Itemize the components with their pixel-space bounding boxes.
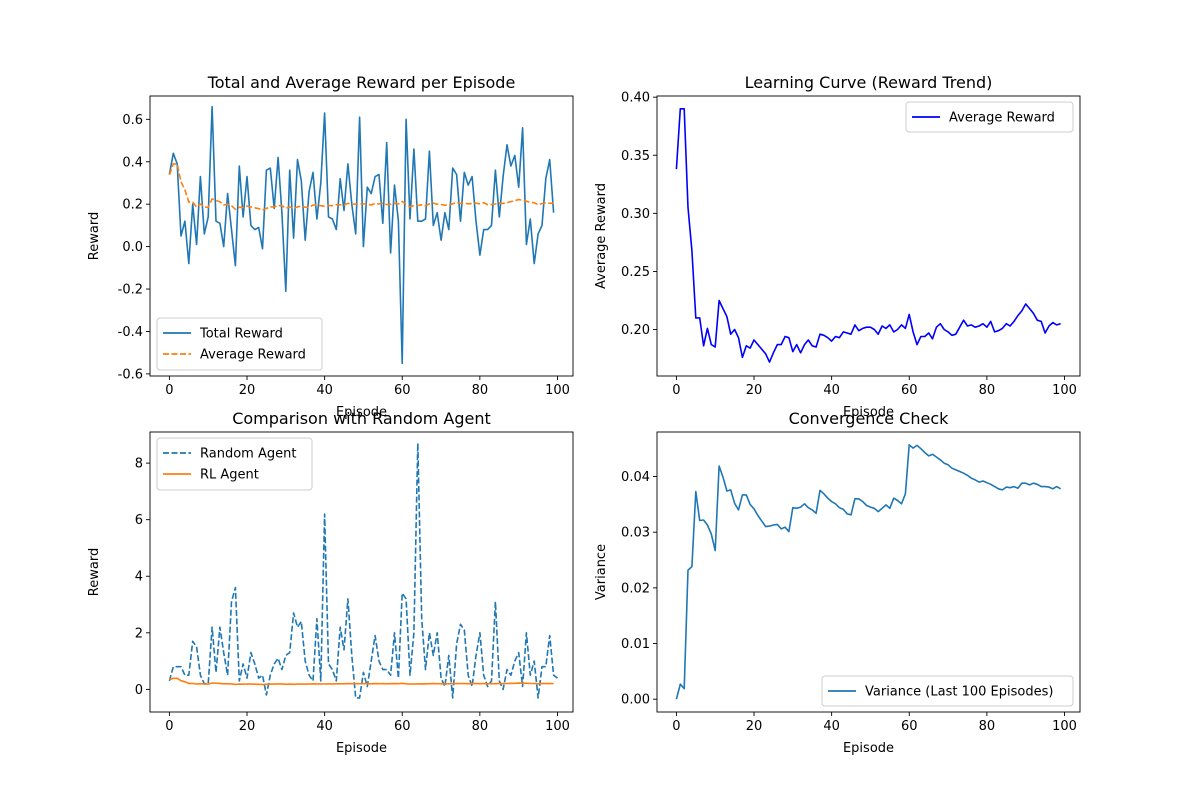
y-tick-label: 0.20 <box>621 323 650 338</box>
subplot-1: Total and Average Reward per Episode 0 20 4… <box>87 73 574 420</box>
x-tick-label: 80 <box>979 383 996 398</box>
chart-title: Convergence Check <box>789 409 950 428</box>
x-tick-label: 0 <box>672 383 680 398</box>
y-tick-label: 0.6 <box>122 113 143 128</box>
x-tick-label: 0 <box>165 719 173 734</box>
legend-label: Total Reward <box>199 327 283 342</box>
x-tick-label: 60 <box>901 719 918 734</box>
series-line-average-reward <box>675 108 1061 363</box>
legend-label: Average Reward <box>200 348 306 363</box>
x-tick-label: 80 <box>472 383 489 398</box>
x-tick-label: 20 <box>239 383 256 398</box>
legend-label: Average Reward <box>949 111 1055 126</box>
chart-title: Total and Average Reward per Episode <box>207 73 516 92</box>
x-axis-label: Episode <box>336 405 387 420</box>
y-tick-label: 0.00 <box>621 693 650 708</box>
legend: Variance (Last 100 Episodes) <box>821 675 1074 707</box>
x-axis-label: Episode <box>843 405 894 420</box>
x-axis-label: Episode <box>336 741 387 756</box>
y-tick-label: 0.35 <box>621 149 650 164</box>
y-tick-label: -0.2 <box>118 283 143 298</box>
legend-label: RL Agent <box>200 468 259 483</box>
legend-box <box>905 101 1074 133</box>
legend: Total Reward Average Reward <box>156 317 323 371</box>
x-tick-label: 100 <box>545 383 570 398</box>
series-line-rl-agent <box>169 677 554 686</box>
x-tick-label: 40 <box>316 383 333 398</box>
y-axis-label: Average Reward <box>594 183 609 289</box>
legend-box <box>156 437 313 491</box>
x-tick-label: 60 <box>901 383 918 398</box>
series-line-total-reward <box>168 105 555 365</box>
y-tick-label: 0.30 <box>621 207 650 222</box>
axes-frame <box>656 431 1081 713</box>
legend-box <box>156 317 323 371</box>
axes-frame <box>149 95 574 377</box>
y-tick-label: 4 <box>135 570 143 585</box>
y-tick-label: 2 <box>135 626 143 641</box>
y-tick-label: 0.40 <box>621 91 650 106</box>
x-tick-label: 60 <box>394 383 411 398</box>
x-tick-label: 80 <box>979 719 996 734</box>
axes-frame <box>656 95 1081 377</box>
x-tick-label: 100 <box>1052 719 1077 734</box>
y-tick-label: -0.4 <box>118 325 143 340</box>
y-axis-label: Reward <box>87 548 102 596</box>
x-tick-label: 40 <box>316 719 333 734</box>
y-axis-label: Reward <box>87 212 102 260</box>
chart-title: Comparison with Random Agent <box>232 409 491 428</box>
x-axis-label: Episode <box>843 741 894 756</box>
subplot-4: Convergence Check 0 20 40 60 80 100 0.00 0.01 0.0… <box>594 409 1081 756</box>
legend-label: Random Agent <box>200 447 296 462</box>
legend-box <box>821 675 1074 707</box>
y-tick-label: 0.03 <box>621 526 650 541</box>
series-line-average-reward <box>168 163 554 211</box>
y-tick-label: 0.04 <box>621 470 650 485</box>
y-tick-label: 0 <box>135 683 143 698</box>
series-line-variance-last-100-episodes- <box>675 443 1061 700</box>
x-tick-label: 0 <box>672 719 680 734</box>
legend: Average Reward <box>905 101 1074 133</box>
y-tick-label: 0.2 <box>122 198 143 213</box>
chart-title: Learning Curve (Reward Trend) <box>745 73 993 92</box>
x-tick-label: 80 <box>472 719 489 734</box>
axes-frame <box>149 431 574 713</box>
x-tick-label: 100 <box>545 719 570 734</box>
legend: Random Agent RL Agent <box>156 437 313 491</box>
x-tick-label: 40 <box>823 719 840 734</box>
y-tick-label: 6 <box>135 513 143 528</box>
y-tick-label: 8 <box>135 457 143 472</box>
x-tick-label: 20 <box>746 719 763 734</box>
x-tick-label: 20 <box>239 719 256 734</box>
y-axis-label: Variance <box>594 544 609 600</box>
x-tick-label: 100 <box>1052 383 1077 398</box>
x-tick-label: 60 <box>394 719 411 734</box>
x-tick-label: 20 <box>746 383 763 398</box>
subplot-2: Learning Curve (Reward Trend) 0 20 40 60 80 10… <box>594 73 1081 420</box>
y-tick-label: 0.0 <box>122 240 143 255</box>
x-tick-label: 0 <box>165 383 173 398</box>
x-tick-label: 40 <box>823 383 840 398</box>
y-tick-label: 0.4 <box>122 155 143 170</box>
y-tick-label: -0.6 <box>118 367 143 382</box>
y-tick-label: 0.01 <box>621 637 650 652</box>
y-tick-label: 0.02 <box>621 581 650 596</box>
y-tick-label: 0.25 <box>621 265 650 280</box>
legend-label: Variance (Last 100 Episodes) <box>865 685 1053 700</box>
series-line-random-agent <box>168 442 558 699</box>
